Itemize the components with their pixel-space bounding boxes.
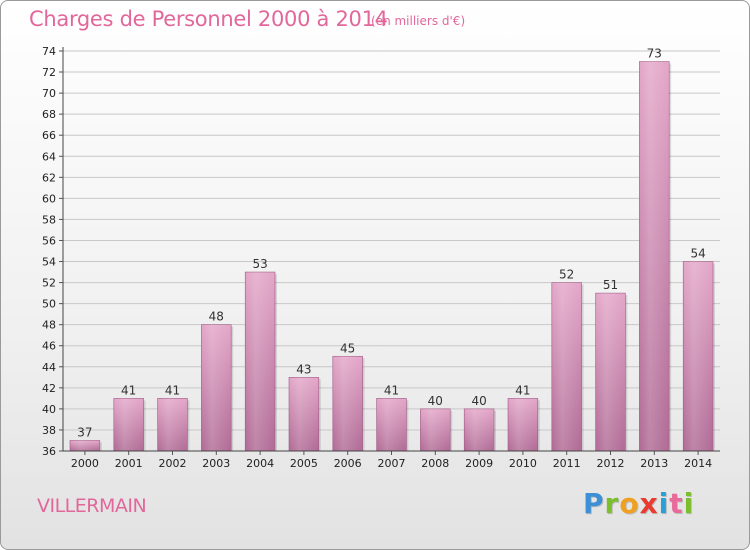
- bar-highlight: [332, 356, 363, 451]
- y-tick-label: 46: [42, 340, 56, 353]
- y-tick-label: 38: [42, 424, 56, 437]
- bar-highlight: [157, 398, 188, 451]
- x-tick-label: 2004: [246, 457, 274, 470]
- y-tick-label: 66: [42, 129, 56, 142]
- bar-highlight: [376, 398, 407, 451]
- bar-value-label: 37: [77, 425, 92, 439]
- bar-value-label: 41: [384, 383, 399, 397]
- x-tick-label: 2010: [509, 457, 537, 470]
- x-tick-label: 2002: [159, 457, 187, 470]
- bar-value-label: 41: [121, 383, 136, 397]
- y-tick-label: 52: [42, 277, 56, 290]
- x-tick-label: 2014: [684, 457, 712, 470]
- commune-name: VILLERMAIN: [37, 495, 147, 517]
- bar-value-label: 48: [209, 310, 224, 324]
- logo-letter: i: [658, 487, 670, 520]
- bar-value-label: 73: [647, 47, 662, 61]
- chart-title: Charges de Personnel 2000 à 2014: [29, 7, 388, 31]
- bar-value-label: 41: [165, 383, 180, 397]
- bar-highlight: [201, 324, 232, 451]
- y-tick-label: 58: [42, 213, 56, 226]
- y-tick-label: 54: [42, 256, 56, 269]
- y-tick-label: 64: [42, 150, 56, 163]
- bar-highlight: [639, 61, 670, 452]
- y-tick-label: 50: [42, 298, 56, 311]
- bar-value-label: 40: [471, 394, 486, 408]
- proxiti-logo: Proxiti: [583, 487, 694, 520]
- y-tick-label: 56: [42, 234, 56, 247]
- bar-highlight: [508, 398, 538, 451]
- x-tick-label: 2009: [465, 457, 493, 470]
- bar-highlight: [595, 293, 626, 451]
- x-tick-label: 2008: [421, 457, 449, 470]
- bar-highlight: [464, 408, 494, 451]
- bar-highlight: [683, 261, 713, 451]
- logo-letter: i: [683, 487, 695, 520]
- x-tick-label: 2003: [202, 457, 230, 470]
- y-tick-label: 70: [42, 87, 56, 100]
- logo-letter: r: [604, 487, 620, 520]
- chart-subtitle: (en milliers d'€): [371, 14, 466, 28]
- x-tick-label: 2012: [597, 457, 625, 470]
- bar-value-label: 43: [296, 362, 311, 376]
- y-tick-label: 74: [42, 45, 56, 58]
- y-tick-label: 36: [42, 445, 56, 458]
- bar-value-label: 51: [603, 278, 618, 292]
- bar-value-label: 41: [515, 383, 530, 397]
- y-tick-label: 44: [42, 361, 56, 374]
- x-tick-label: 2013: [640, 457, 668, 470]
- bar-value-label: 53: [252, 257, 267, 271]
- bar-highlight: [289, 377, 319, 451]
- x-tick-label: 2011: [553, 457, 581, 470]
- logo-letter: o: [619, 487, 640, 520]
- y-tick-label: 40: [42, 403, 56, 416]
- logo-letter: x: [639, 487, 659, 520]
- y-tick-label: 62: [42, 171, 56, 184]
- bar-value-label: 45: [340, 341, 355, 355]
- x-tick-label: 2005: [290, 457, 318, 470]
- bar-highlight: [70, 440, 100, 451]
- y-tick-label: 60: [42, 192, 56, 205]
- bar-value-label: 52: [559, 268, 574, 282]
- logo-letter: t: [669, 487, 684, 520]
- y-tick-label: 72: [42, 66, 56, 79]
- y-tick-label: 68: [42, 108, 56, 121]
- x-tick-label: 2000: [71, 457, 99, 470]
- bar-highlight: [420, 408, 451, 451]
- bar-value-label: 40: [428, 394, 443, 408]
- x-tick-label: 2006: [334, 457, 362, 470]
- x-tick-label: 2007: [378, 457, 406, 470]
- y-tick-label: 42: [42, 382, 56, 395]
- x-tick-label: 2001: [115, 457, 143, 470]
- y-tick-label: 48: [42, 319, 56, 332]
- bar-highlight: [113, 398, 144, 451]
- logo-letter: P: [583, 487, 605, 520]
- bar-highlight: [551, 282, 582, 451]
- bar-highlight: [245, 272, 275, 451]
- bar-value-label: 54: [690, 247, 705, 261]
